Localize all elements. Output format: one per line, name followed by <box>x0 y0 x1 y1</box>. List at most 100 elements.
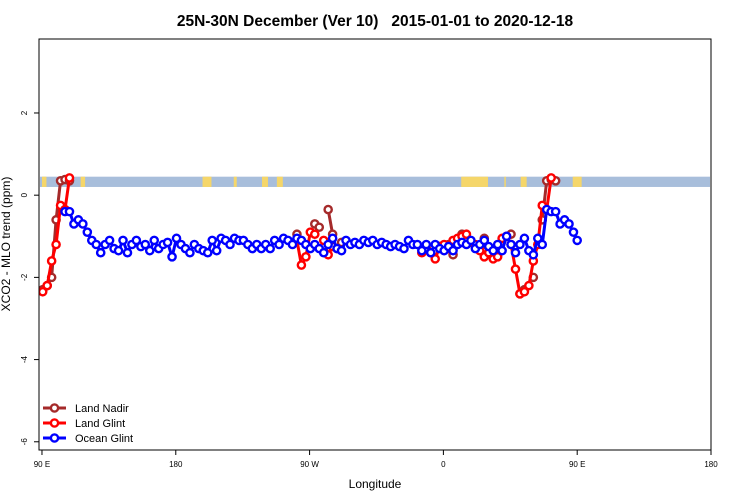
legend-item-land-glint: Land Glint <box>43 418 125 430</box>
land-glint-point <box>510 264 521 274</box>
ocean-glint-point <box>323 239 333 250</box>
ocean-glint-point <box>171 233 182 244</box>
series-ocean-glint <box>60 204 582 262</box>
x-axis-label: Longitude <box>349 477 402 491</box>
land-glint-point <box>461 229 472 240</box>
land-glint-point <box>309 229 320 240</box>
land-segment <box>461 176 488 187</box>
land-glint-point <box>524 280 534 291</box>
ocean-glint-point <box>448 245 458 256</box>
y-tick-label: -2 <box>20 273 29 281</box>
ocean-glint-point <box>497 245 507 256</box>
ocean-glint-point <box>412 239 423 250</box>
ocean-glint-point <box>167 252 177 262</box>
ocean-glint-point <box>421 239 432 250</box>
land-segment <box>262 176 268 187</box>
ocean-glint-point <box>425 247 436 258</box>
legend-label: Land Glint <box>75 418 125 430</box>
ocean-glint-point <box>207 235 218 246</box>
ocean-glint-point <box>506 239 516 250</box>
ocean-glint-point <box>118 235 128 246</box>
x-tick-label: 180 <box>704 460 718 469</box>
land-segment <box>80 176 86 187</box>
ocean-glint-point <box>572 235 582 246</box>
ocean-glint-point <box>131 235 142 246</box>
ocean-glint-point <box>144 245 155 256</box>
ocean-glint-point <box>91 239 102 250</box>
land-glint-point <box>296 260 307 270</box>
legend-label: Ocean Glint <box>75 433 133 445</box>
land-glint-point <box>492 252 503 262</box>
ocean-glint-point <box>399 243 409 254</box>
ocean-glint-point <box>515 239 525 250</box>
x-tick-label: 0 <box>441 460 446 469</box>
land-segment <box>233 176 237 187</box>
ocean-glint-point <box>122 247 133 258</box>
series-layer <box>39 173 582 299</box>
ocean-glint-point <box>104 235 115 246</box>
ocean-glint-point <box>510 247 521 258</box>
land-nadir-point <box>314 222 325 233</box>
ocean-glint-point <box>274 239 284 250</box>
ocean-glint-point <box>528 249 539 260</box>
legend-item-land-nadir: Land Nadir <box>43 403 129 415</box>
ocean-glint-point <box>550 206 561 217</box>
ocean-glint-point <box>202 247 213 258</box>
ocean-glint-point <box>564 219 574 229</box>
ocean-glint-point <box>479 235 490 246</box>
land-glint-segment <box>54 203 63 246</box>
y-axis-label: XCO2 - MLO trend (ppm) <box>0 177 13 312</box>
ocean-glint-point <box>95 247 106 258</box>
ocean-glint-point <box>501 231 512 242</box>
ocean-glint-point <box>318 247 329 258</box>
ocean-glint-point <box>225 239 235 250</box>
ocean-glint-point <box>64 206 75 217</box>
y-tick-label: 0 <box>20 192 29 197</box>
land-glint-point <box>430 254 441 264</box>
plot-frame <box>38 38 712 451</box>
land-glint-point <box>519 286 530 297</box>
ocean-glint-point <box>327 233 338 244</box>
land-nadir-segment <box>540 179 549 222</box>
ocean-glint-point <box>466 235 476 246</box>
ocean-glint-point <box>417 245 427 256</box>
land-segment <box>504 176 506 187</box>
legend-item-ocean-glint: Ocean Glint <box>43 433 133 445</box>
land-glint-segment <box>545 176 553 212</box>
ocean-glint-point <box>336 245 347 256</box>
land-glint-point <box>51 239 61 250</box>
legend: Land Nadir Land Glint Ocean Glint <box>43 403 133 445</box>
ocean-glint-point <box>532 233 543 244</box>
land-ocean-band <box>40 176 710 187</box>
ocean-glint-point <box>82 227 93 237</box>
land-nadir-segment <box>54 179 63 222</box>
legend-marker <box>49 418 60 428</box>
x-tick-label: 90 E <box>569 460 585 469</box>
ocean-glint-point <box>519 233 530 244</box>
land-segment <box>202 176 212 187</box>
legend-marker <box>49 403 60 413</box>
x-tick-label: 90 E <box>34 460 50 469</box>
y-tick-label: 2 <box>20 110 29 115</box>
legend-label: Land Nadir <box>75 403 129 415</box>
ocean-band <box>40 176 710 187</box>
y-tick-label: -6 <box>20 438 29 446</box>
land-segment <box>520 176 527 187</box>
ocean-glint-point <box>265 243 275 254</box>
ocean-glint-point <box>78 219 88 229</box>
land-glint-point <box>64 173 75 183</box>
land-segment <box>41 176 47 187</box>
ocean-glint-point <box>287 239 298 250</box>
land-glint-point <box>546 173 556 183</box>
ocean-glint-point <box>162 237 173 248</box>
ocean-glint-point <box>488 245 498 256</box>
ocean-glint-point <box>492 239 503 250</box>
ocean-glint-point <box>211 245 222 256</box>
ocean-glint-segment <box>540 208 549 246</box>
land-glint-point <box>46 256 57 266</box>
land-glint-point <box>42 280 52 291</box>
ocean-glint-point <box>149 235 160 246</box>
land-glint-segment <box>63 176 71 212</box>
y-tick-label: -4 <box>20 355 29 363</box>
